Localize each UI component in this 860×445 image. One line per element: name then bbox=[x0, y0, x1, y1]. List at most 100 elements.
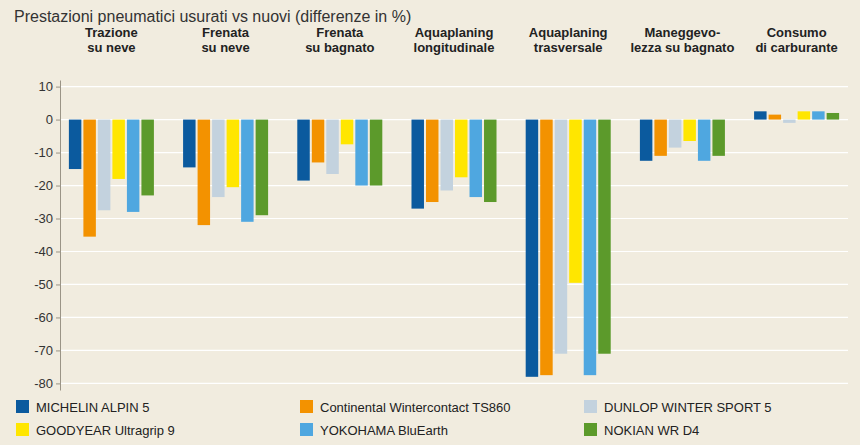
tick-label: -50 bbox=[34, 277, 53, 292]
bar bbox=[654, 120, 666, 156]
category-label: Frenatasu neve bbox=[201, 25, 249, 55]
chart: Prestazioni pneumatici usurati vs nuovi … bbox=[0, 0, 860, 445]
tick-mark bbox=[56, 383, 60, 384]
bar bbox=[441, 120, 453, 191]
tick-label: -70 bbox=[34, 343, 53, 358]
bar bbox=[798, 111, 810, 119]
category-label-line: Aquaplaning bbox=[415, 25, 494, 40]
tick: -50 bbox=[34, 277, 60, 292]
tick: -10 bbox=[34, 145, 60, 160]
bar bbox=[827, 113, 839, 120]
tick: -70 bbox=[34, 343, 60, 358]
grid-line bbox=[60, 350, 848, 351]
legend-label: DUNLOP WINTER SPORT 5 bbox=[604, 400, 772, 415]
category-label: Frenatasu bagnato bbox=[305, 25, 374, 55]
legend-label: Continental Wintercontact TS860 bbox=[320, 400, 511, 415]
axis-line bbox=[60, 81, 61, 391]
tick-mark bbox=[56, 284, 60, 285]
tick-mark bbox=[56, 251, 60, 252]
grid-line bbox=[60, 152, 848, 153]
bar bbox=[141, 120, 153, 196]
bar bbox=[698, 120, 710, 161]
bar bbox=[426, 120, 438, 202]
bar bbox=[326, 120, 338, 174]
bar bbox=[69, 120, 81, 169]
bar bbox=[98, 120, 110, 211]
legend-item: NOKIAN WR D4 bbox=[584, 423, 699, 438]
tick: -40 bbox=[34, 244, 60, 259]
category-label-line: lezza su bagnato bbox=[630, 40, 734, 55]
legend-swatch bbox=[584, 400, 597, 413]
bar bbox=[312, 120, 324, 163]
tick-mark bbox=[56, 186, 60, 187]
tick-label: -80 bbox=[34, 376, 53, 391]
tick: 0 bbox=[46, 112, 60, 127]
bar bbox=[112, 120, 124, 179]
tick-label: -20 bbox=[34, 178, 53, 193]
tick: -20 bbox=[34, 178, 60, 193]
bar bbox=[355, 120, 367, 186]
bar bbox=[526, 120, 538, 377]
legend-item: DUNLOP WINTER SPORT 5 bbox=[584, 400, 772, 415]
category-label: Maneggevo-lezza su bagnato bbox=[630, 25, 734, 55]
tick-mark bbox=[56, 317, 60, 318]
category-label-line: trasversale bbox=[534, 40, 603, 55]
legend-item: YOKOHAMA BluEarth bbox=[300, 423, 448, 438]
tick-mark bbox=[56, 153, 60, 154]
grid-line bbox=[60, 185, 848, 186]
category-label-line: di carburante bbox=[755, 40, 837, 55]
bar bbox=[256, 120, 268, 216]
legend-swatch bbox=[300, 400, 313, 413]
tick-label: 10 bbox=[39, 79, 53, 94]
legend-swatch bbox=[16, 400, 29, 413]
bar bbox=[769, 115, 781, 120]
bar bbox=[569, 120, 581, 283]
category-label: Consumodi carburante bbox=[755, 25, 837, 55]
legend-label: YOKOHAMA BluEarth bbox=[320, 423, 448, 438]
bar bbox=[411, 120, 423, 209]
legend-item: GOODYEAR Ultragrip 9 bbox=[16, 423, 175, 438]
tick-label: -60 bbox=[34, 310, 53, 325]
bars bbox=[69, 111, 839, 376]
legend-label: GOODYEAR Ultragrip 9 bbox=[36, 423, 175, 438]
tick: 10 bbox=[39, 79, 60, 94]
title: Prestazioni pneumatici usurati vs nuovi … bbox=[14, 8, 411, 25]
y-axis: 10 0 -10 -20 -30 -40 -50 -60 -70 -80 bbox=[34, 79, 60, 391]
category-label-line: Frenata bbox=[202, 25, 250, 40]
category-labels: Trazionesu neveFrenatasu neveFrenatasu b… bbox=[85, 25, 838, 55]
category-label-line: su neve bbox=[201, 40, 249, 55]
bar bbox=[241, 120, 253, 222]
tick-label: -30 bbox=[34, 211, 53, 226]
legend-item: Continental Wintercontact TS860 bbox=[300, 400, 511, 415]
tick-label: -10 bbox=[34, 145, 53, 160]
tick: -80 bbox=[34, 376, 60, 391]
category-label: Aquaplaningtrasversale bbox=[529, 25, 608, 55]
background bbox=[0, 0, 860, 445]
bar bbox=[455, 120, 467, 178]
tick-label: -40 bbox=[34, 244, 53, 259]
bar bbox=[783, 120, 795, 123]
grid-line bbox=[60, 119, 848, 120]
category-label-line: su bagnato bbox=[305, 40, 374, 55]
bar bbox=[341, 120, 353, 145]
bar bbox=[470, 120, 482, 197]
bar bbox=[712, 120, 724, 156]
bar bbox=[540, 120, 552, 376]
bar bbox=[198, 120, 210, 226]
category-label-line: su neve bbox=[87, 40, 135, 55]
grid-line bbox=[60, 251, 848, 252]
bar bbox=[227, 120, 239, 188]
tick-mark bbox=[56, 350, 60, 351]
bar bbox=[669, 120, 681, 148]
bar bbox=[812, 111, 824, 119]
bar bbox=[555, 120, 567, 354]
grid-line bbox=[60, 317, 848, 318]
bar bbox=[598, 120, 610, 354]
bar bbox=[370, 120, 382, 186]
bar bbox=[183, 120, 195, 168]
grid-line bbox=[60, 383, 848, 384]
category-label: Aquaplaninglongitudinale bbox=[414, 25, 495, 55]
bar bbox=[683, 120, 695, 141]
bar bbox=[297, 120, 309, 181]
bar bbox=[484, 120, 496, 202]
